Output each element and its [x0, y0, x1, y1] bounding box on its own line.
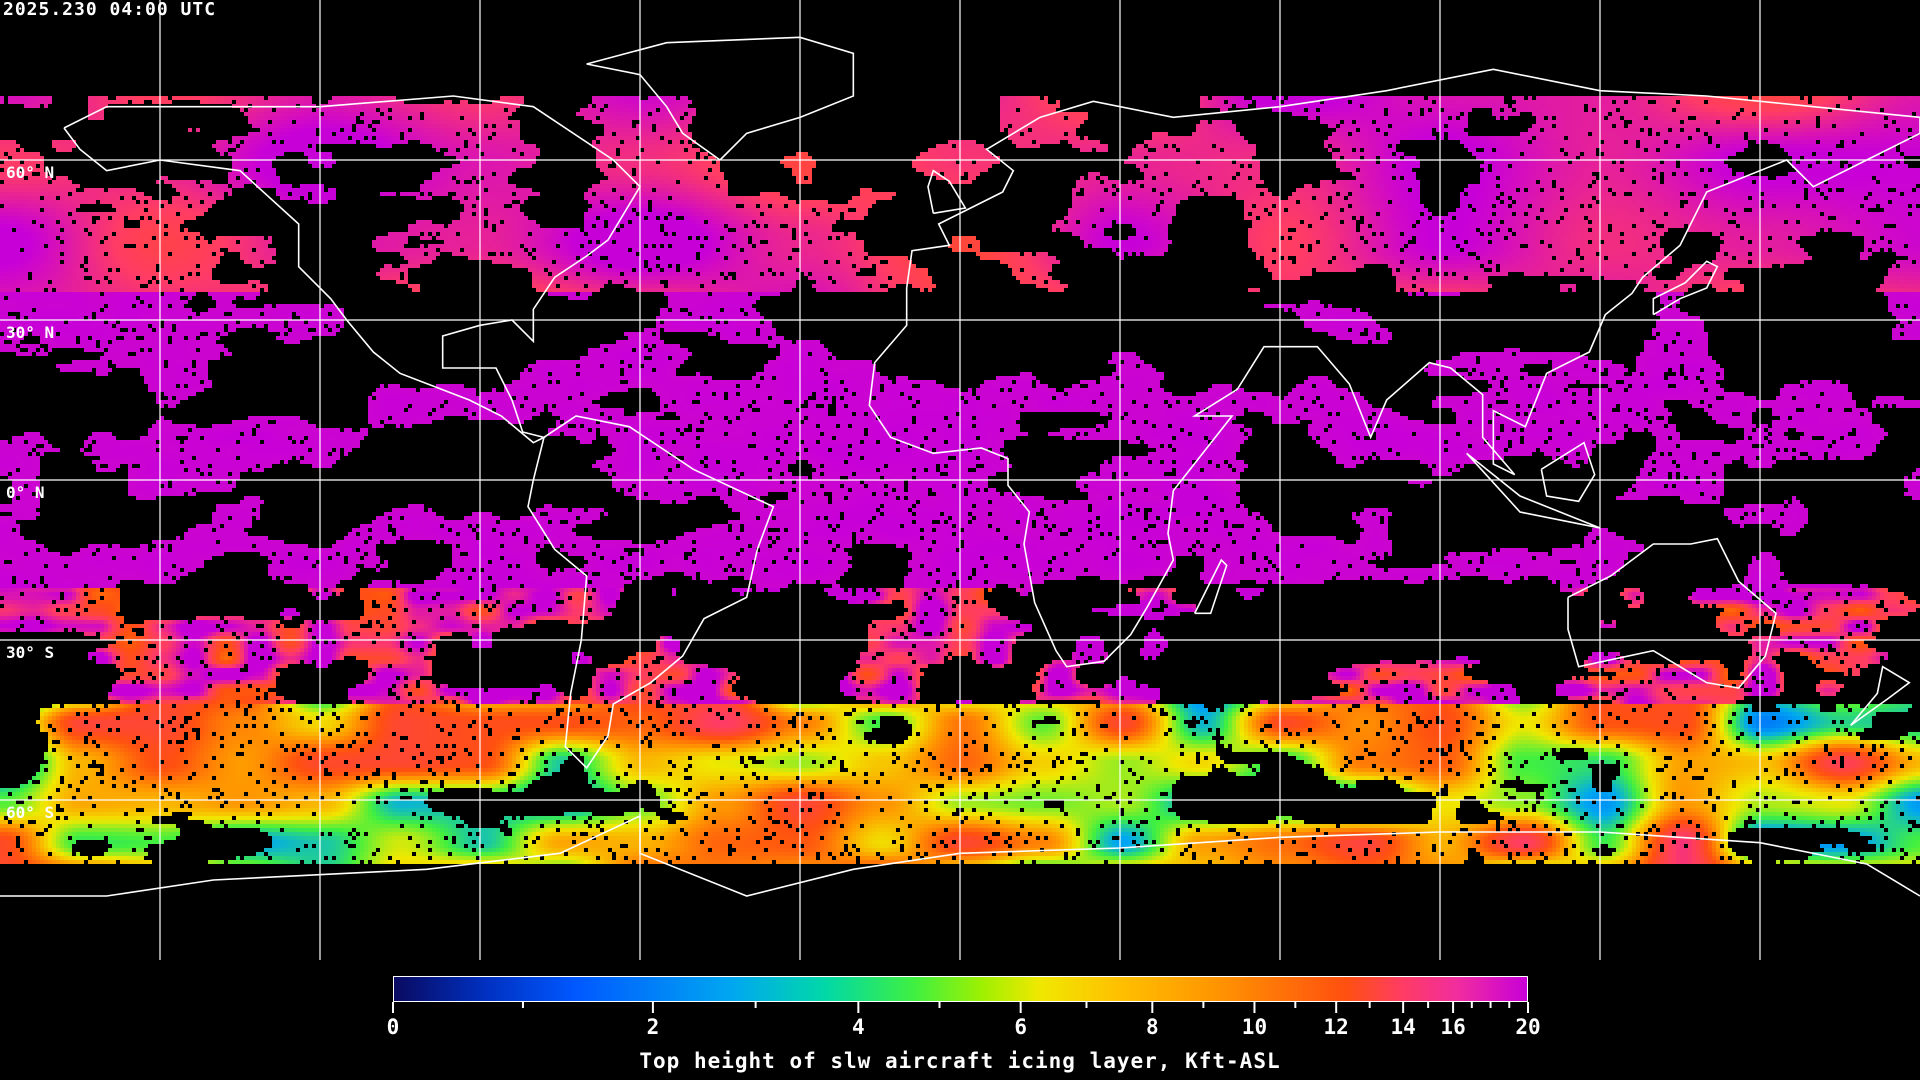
map-overlay: [0, 0, 1920, 960]
lat-label-60s: 60° S: [6, 803, 55, 822]
coastline-south-america: [527, 415, 775, 770]
coastline-australia: [1567, 537, 1777, 689]
coastline-eurasia-africa: [868, 68, 1920, 668]
colorbar-tick-label: 20: [1515, 1015, 1541, 1039]
colorbar-title: Top height of slw aircraft icing layer, …: [639, 1049, 1281, 1073]
colorbar-tick-label: 6: [1014, 1015, 1027, 1039]
colorbar-tick-label: 0: [386, 1015, 400, 1039]
coastline-new-zealand: [1850, 665, 1911, 726]
lat-label-30s: 30° S: [6, 643, 55, 662]
colorbar-tick-label: 2: [646, 1015, 660, 1039]
coastline-japan: [1652, 260, 1719, 316]
lat-label-0n: 0° N: [6, 483, 45, 502]
colorbar: [393, 976, 1528, 1002]
icing-map: 60° N 30° N 0° N 30° S 60° S: [0, 0, 1920, 960]
coastline-madagascar: [1193, 558, 1228, 615]
coastline-borneo: [1540, 441, 1596, 503]
colorbar-tick-label: 14: [1390, 1015, 1416, 1039]
colorbar-tick-label: 4: [852, 1015, 865, 1039]
timestamp-title: 2025.230 04:00 UTC: [3, 0, 217, 20]
lat-label-60n: 60° N: [6, 163, 55, 182]
coastline-antarctica: [0, 814, 1920, 897]
colorbar-tick-label: 10: [1241, 1015, 1268, 1039]
colorbar-tick-label: 16: [1440, 1015, 1466, 1039]
coastline-greenland: [586, 36, 855, 161]
graticule: [0, 0, 1920, 960]
lat-label-30n: 30° N: [6, 323, 55, 342]
colorbar-tick-label: 8: [1145, 1015, 1159, 1039]
colorbar-tick-label: 12: [1323, 1015, 1349, 1039]
coastline-indonesia: [1466, 452, 1601, 529]
